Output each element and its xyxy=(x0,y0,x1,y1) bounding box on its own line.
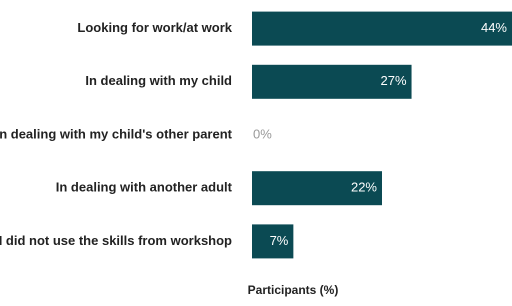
category-label: Looking for work/at work xyxy=(77,20,232,35)
bar xyxy=(252,224,294,259)
value-label: 27% xyxy=(381,73,407,88)
category-label: In dealing with my child xyxy=(85,73,232,88)
category-label: I did not use the skills from workshop xyxy=(0,233,232,248)
category-label: In dealing with my child's other parent xyxy=(0,126,233,141)
x-axis-title: Participants (%) xyxy=(248,283,339,297)
value-label: 7% xyxy=(270,233,289,248)
bar xyxy=(252,64,412,99)
bar xyxy=(252,171,382,206)
value-label: 44% xyxy=(481,20,507,35)
value-label: 22% xyxy=(351,180,377,195)
category-label: In dealing with another adult xyxy=(56,180,233,195)
bar xyxy=(252,11,512,46)
value-label: 0% xyxy=(253,126,272,141)
